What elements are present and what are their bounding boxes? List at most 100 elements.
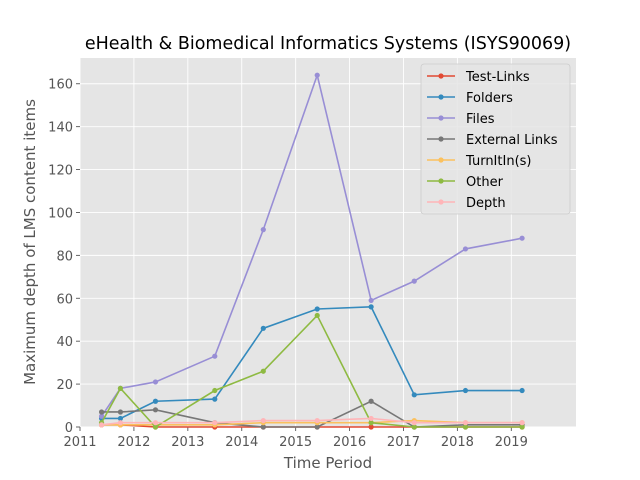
series-line-other [100,314,523,429]
y-tick-label: 40 [56,335,73,350]
y-tick-label: 120 [48,164,73,179]
y-tick-label: 80 [56,249,73,264]
data-point-other [411,424,417,430]
x-tick-label: 2019 [495,435,528,450]
y-tick-label: 60 [56,292,73,307]
data-point-other [314,312,320,319]
data-point-folders [368,304,374,310]
chart-title: eHealth & Biomedical Informatics Systems… [85,34,571,54]
legend-swatch-marker [438,199,444,205]
data-point-test-links [368,424,374,430]
data-point-files [411,278,417,284]
data-point-folders [519,387,525,394]
legend-item: TurnItIn(s) [427,154,531,169]
data-point-external-links [117,409,124,415]
data-point-folders [117,415,124,422]
data-point-files [212,353,218,359]
series-depth [98,415,525,428]
legend-item: Folders [427,91,513,106]
legend-label: Files [466,112,495,127]
series-line-folders [101,306,523,420]
data-point-files [314,72,320,78]
data-point-external-links [260,424,266,430]
data-point-depth [98,422,105,428]
legend-swatch-marker [438,73,444,79]
data-point-depth [314,417,320,424]
data-point-files [368,297,374,304]
data-point-external-links [152,407,159,413]
data-point-folders [314,306,320,312]
data-point-folders [462,387,469,394]
data-point-files [260,227,266,233]
legend-item: Other [427,175,504,190]
data-point-other [117,385,124,391]
data-point-other [260,368,266,374]
data-point-depth [462,420,469,426]
legend-label: External Links [466,133,558,148]
data-point-folders [152,398,159,404]
data-point-depth [212,420,218,426]
data-point-folders [212,396,218,402]
x-tick-label: 2016 [333,435,366,450]
data-point-files [152,379,159,385]
legend-item: Test-Links [427,70,530,85]
data-point-files [519,235,525,241]
y-tick-label: 0 [65,421,73,436]
data-point-depth [368,415,374,422]
legend-label: Other [466,175,504,190]
x-tick-label: 2015 [279,435,312,450]
y-axis-label: Maximum depth of LMS content items [21,99,39,385]
x-tick-label: 2011 [63,435,96,450]
series-line-depth [101,417,523,426]
y-tick-label: 100 [48,206,73,221]
x-tick-label: 2013 [171,435,204,450]
series-folders [98,304,525,422]
legend-label: Test-Links [465,70,530,85]
data-point-depth [411,420,417,426]
legend: Test-Links Folders Files External Links Turn… [420,63,571,215]
data-point-depth [152,420,159,426]
data-point-external-links [314,424,320,430]
data-point-external-links [368,398,374,404]
legend-swatch-marker [438,115,444,121]
x-tick-label: 2014 [225,435,258,450]
data-point-other [212,387,218,394]
series-line-external-links [101,400,523,428]
legend-label: Folders [466,91,513,106]
legend-label: TurnItIn(s) [465,154,531,169]
data-point-other [462,424,469,430]
x-tick-label: 2017 [387,435,420,450]
data-point-files [462,246,469,252]
legend-label: Depth [466,196,506,211]
legend-swatch-marker [438,94,444,100]
data-point-folders [260,325,266,331]
legend-item: Files [427,112,495,127]
data-point-other [368,420,374,426]
x-axis-label: Time Period [283,454,372,472]
data-point-depth [260,417,266,424]
x-tick-label: 2018 [441,435,474,450]
series-files [98,72,525,419]
data-point-other [519,424,525,430]
x-axis-ticks: 2011 2012 2013 2014 2015 2016 2017 2018 2019 [63,427,528,450]
data-point-depth [117,420,124,426]
x-tick-label: 2012 [117,435,150,450]
series-line-files [100,72,523,417]
y-tick-label: 140 [48,121,73,136]
y-tick-label: 160 [48,78,73,93]
legend-box [420,63,571,215]
legend-swatch-marker [438,157,444,163]
series-line-turnitin-s [101,419,523,426]
data-point-files [98,413,105,419]
legend-swatch-marker [438,136,444,142]
y-tick-label: 20 [56,378,73,393]
y-axis-ticks: 0 20 40 60 80 100 120 140 160 [48,78,80,436]
legend-item: Depth [427,196,506,211]
series-lines [98,72,525,430]
data-point-depth [519,420,525,426]
data-point-folders [411,392,417,398]
legend-swatch-marker [438,178,444,184]
data-point-external-links [98,409,105,415]
series-other [98,312,525,430]
